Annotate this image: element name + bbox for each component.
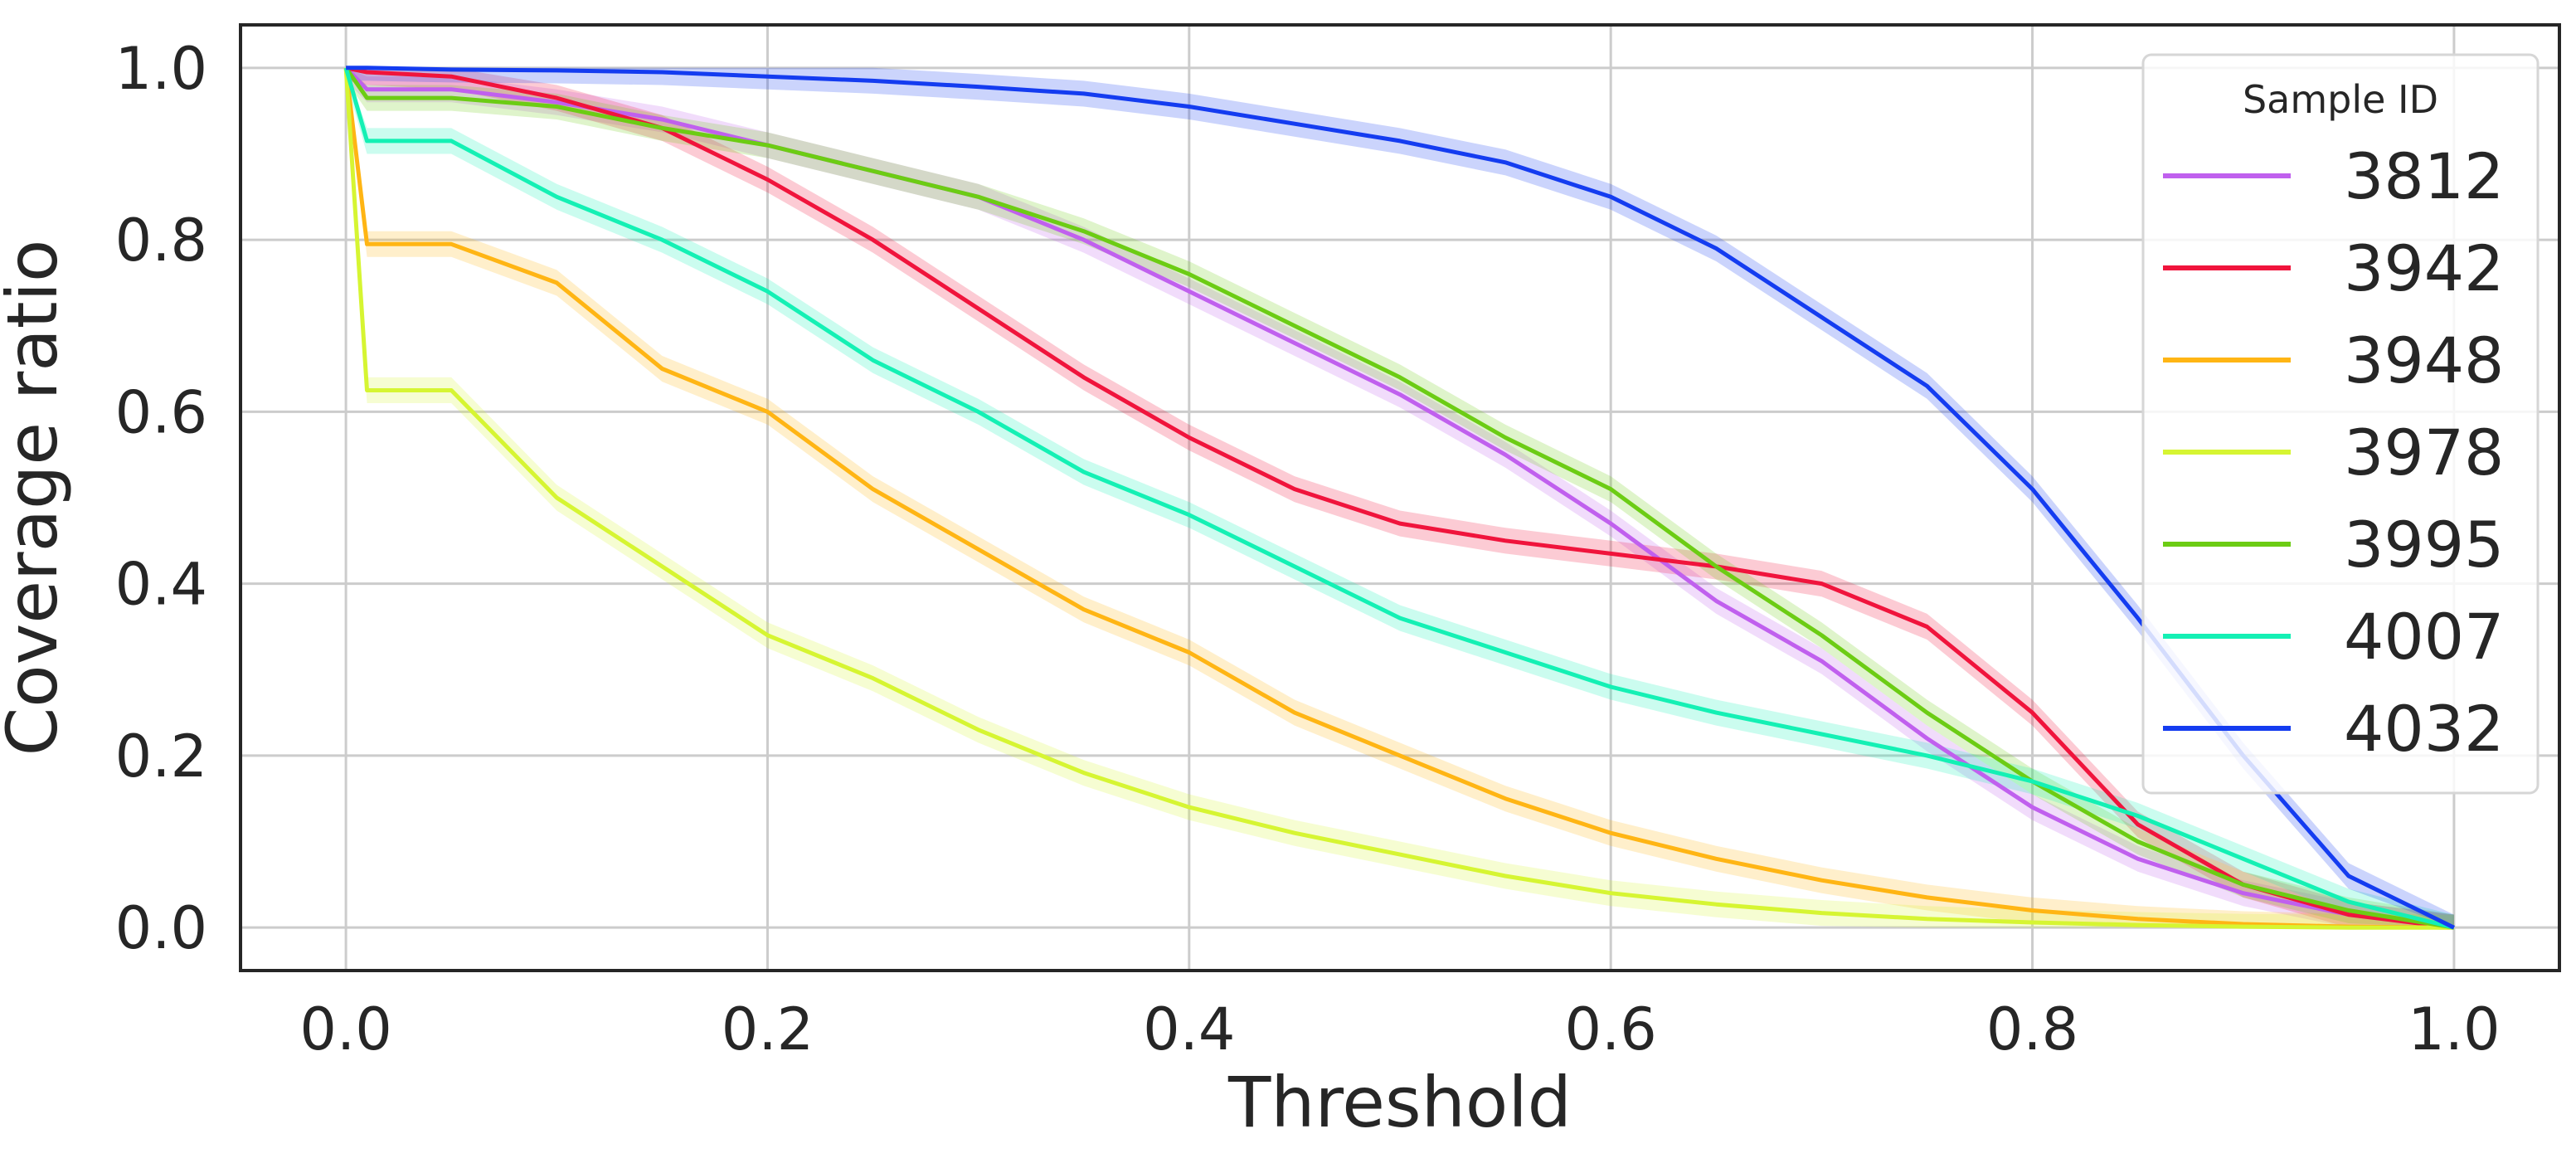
x-tick-label: 0.6 — [1565, 995, 1657, 1063]
legend-label-3812: 3812 — [2344, 139, 2504, 213]
plot-frame — [239, 23, 2561, 972]
x-axis-title: Threshold — [1227, 1062, 1572, 1143]
legend-items: 3812 3942 3948 3978 3995 4007 4032 — [2163, 139, 2504, 766]
series-lines — [343, 66, 2455, 930]
series-band-4032 — [346, 67, 2454, 928]
y-tick-label: 0.6 — [115, 378, 207, 446]
series-line-4007 — [343, 67, 2455, 930]
series-line-3948 — [343, 67, 2454, 930]
x-tick-label: 0.0 — [299, 995, 391, 1063]
x-tick-label: 0.2 — [722, 995, 814, 1063]
legend-label-3978: 3978 — [2344, 416, 2504, 489]
y-tick-label: 0.8 — [115, 207, 207, 275]
x-tick-label: 0.4 — [1143, 995, 1235, 1063]
series-line-3942 — [345, 66, 2455, 930]
y-tick-label: 1.0 — [115, 35, 207, 103]
y-tick-labels: 0.0 0.2 0.4 0.6 0.8 1.0 — [115, 35, 207, 962]
x-tick-labels: 0.0 0.2 0.4 0.6 0.8 1.0 — [299, 995, 2500, 1063]
y-tick-label: 0.4 — [115, 551, 207, 619]
legend-label-3942: 3942 — [2344, 231, 2504, 305]
y-tick-label: 0.2 — [115, 723, 207, 791]
legend-label-3948: 3948 — [2344, 324, 2504, 397]
series-line-3978 — [343, 67, 2454, 930]
series-line-3812 — [344, 66, 2455, 930]
legend-box — [2141, 53, 2540, 795]
x-tick-label: 0.8 — [1986, 995, 2078, 1063]
series-line-4032 — [346, 66, 2455, 930]
x-tick-label: 1.0 — [2408, 995, 2500, 1063]
legend-label-4032: 4032 — [2344, 692, 2504, 766]
legend-title: Sample ID — [2243, 77, 2438, 122]
y-axis-title: Coverage ratio — [0, 240, 73, 757]
series-line-3995 — [344, 66, 2455, 930]
legend-label-3995: 3995 — [2344, 508, 2504, 582]
legend: Sample ID 3812 3942 3948 3978 3995 4007 4032 — [2141, 53, 2540, 795]
legend-label-4007: 4007 — [2344, 600, 2504, 674]
y-tick-label: 0.0 — [115, 894, 207, 962]
